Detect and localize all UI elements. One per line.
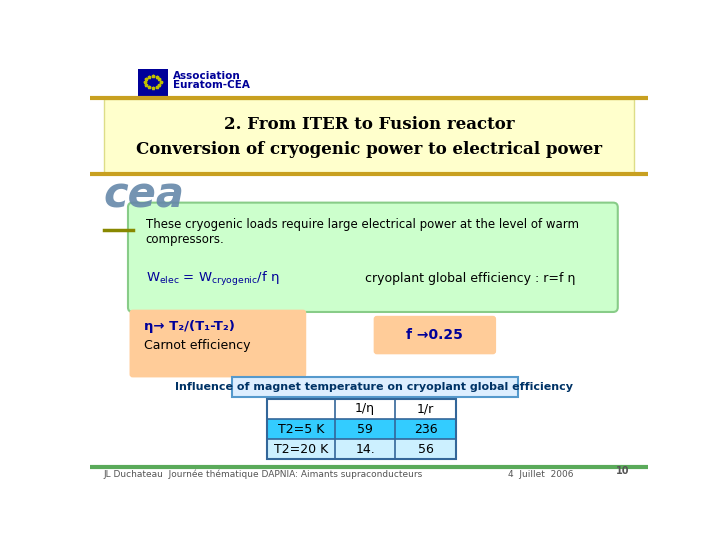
Text: 10: 10 (616, 465, 629, 476)
Text: These cryogenic loads require large electrical power at the level of warm: These cryogenic loads require large elec… (145, 218, 579, 231)
Text: 1/r: 1/r (417, 402, 434, 415)
Text: T2=20 K: T2=20 K (274, 443, 328, 456)
Text: Carnot efficiency: Carnot efficiency (144, 339, 251, 353)
Text: cryoplant global efficiency : r=f η: cryoplant global efficiency : r=f η (365, 272, 575, 285)
Bar (266, 399, 456, 459)
FancyBboxPatch shape (374, 316, 496, 354)
Text: 236: 236 (414, 422, 437, 435)
Text: compressors.: compressors. (145, 233, 225, 246)
Text: 59: 59 (357, 422, 373, 435)
Text: 56: 56 (418, 443, 433, 456)
Text: T2=5 K: T2=5 K (278, 422, 324, 435)
Text: Euratom-CEA: Euratom-CEA (173, 80, 250, 90)
Text: JL Duchateau  Journée thématique DAPNIA: Aimants supraconducteurs: JL Duchateau Journée thématique DAPNIA: … (104, 470, 423, 479)
FancyBboxPatch shape (232, 377, 518, 397)
Bar (138, 69, 168, 96)
Bar (266, 399, 456, 419)
Text: f →0.25: f →0.25 (406, 328, 463, 342)
Text: 14.: 14. (355, 443, 375, 456)
Text: cea: cea (104, 175, 185, 217)
Text: Association: Association (173, 71, 240, 82)
Text: W$_{\mathsf{elec}}$ = W$_{\mathsf{cryogenic}}$/f η: W$_{\mathsf{elec}}$ = W$_{\mathsf{cryoge… (145, 270, 279, 288)
Text: Conversion of cryogenic power to electrical power: Conversion of cryogenic power to electri… (136, 141, 602, 158)
Text: 4  Juillet  2006: 4 Juillet 2006 (508, 470, 574, 479)
FancyBboxPatch shape (104, 99, 634, 173)
Text: 1/η: 1/η (355, 402, 375, 415)
Bar (266, 419, 456, 439)
Text: 2. From ITER to Fusion reactor: 2. From ITER to Fusion reactor (224, 116, 514, 133)
FancyBboxPatch shape (128, 202, 618, 312)
Text: Influence of magnet temperature on cryoplant global efficiency: Influence of magnet temperature on cryop… (176, 382, 573, 393)
FancyBboxPatch shape (130, 309, 306, 377)
Bar (266, 439, 456, 459)
Text: η→ T₂/(T₁-T₂): η→ T₂/(T₁-T₂) (144, 320, 235, 333)
